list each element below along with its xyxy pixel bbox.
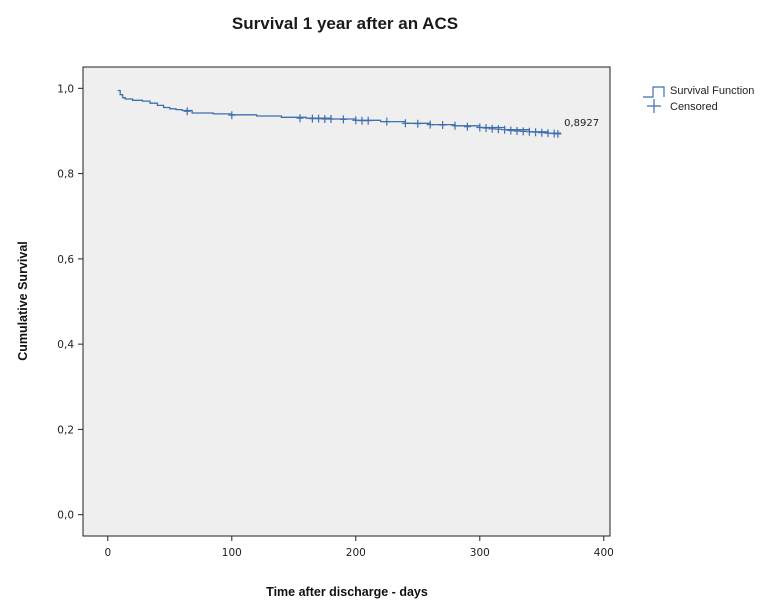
censored-marker bbox=[401, 119, 409, 128]
censored-marker bbox=[463, 122, 471, 131]
x-tick-label: 0 bbox=[104, 547, 111, 559]
censored-marker bbox=[554, 129, 562, 138]
y-tick-label: 0,4 bbox=[57, 339, 74, 351]
censored-marker bbox=[426, 120, 434, 129]
series-layer bbox=[117, 89, 562, 138]
annotation-layer: 0,8927 bbox=[564, 118, 599, 129]
censored-marker bbox=[482, 124, 490, 132]
censored-marker bbox=[451, 121, 459, 130]
censored-marker bbox=[327, 115, 335, 123]
censored-marker bbox=[308, 114, 316, 123]
legend-censored-swatch bbox=[647, 99, 661, 113]
legend: Survival Function Censored bbox=[643, 85, 754, 113]
legend-censored-label: Censored bbox=[670, 101, 718, 113]
censored-marker bbox=[383, 117, 391, 126]
chart-title: Survival 1 year after an ACS bbox=[231, 14, 459, 33]
y-tick-label: 0,2 bbox=[57, 424, 74, 436]
x-tick-label: 200 bbox=[346, 547, 366, 559]
x-tick-label: 100 bbox=[222, 547, 242, 559]
censored-marker bbox=[476, 123, 484, 132]
end-value-annotation: 0,8927 bbox=[564, 118, 599, 129]
y-tick-label: 0,6 bbox=[57, 254, 74, 266]
censored-marker bbox=[228, 111, 236, 120]
censored-marker bbox=[352, 116, 360, 125]
plot-area bbox=[82, 66, 611, 537]
legend-survival-label: Survival Function bbox=[670, 85, 754, 97]
censored-marker bbox=[296, 114, 304, 123]
censored-marker bbox=[513, 127, 521, 135]
censored-marker bbox=[364, 116, 372, 125]
legend-survival-swatch bbox=[643, 86, 665, 98]
censored-marker bbox=[501, 125, 509, 134]
y-tick-label: 1,0 bbox=[57, 83, 74, 95]
censored-marker bbox=[538, 128, 546, 137]
censored-marker bbox=[315, 114, 323, 123]
censored-marker bbox=[494, 125, 502, 134]
censored-marker bbox=[183, 107, 191, 116]
censored-marker bbox=[519, 127, 527, 136]
censored-marker bbox=[339, 115, 347, 124]
x-tick-label: 400 bbox=[594, 547, 614, 559]
x-axis-label: Time after discharge - days bbox=[266, 585, 428, 599]
x-axis: 0 100 200 300 400 bbox=[104, 536, 614, 559]
censored-marker bbox=[544, 129, 552, 138]
censored-marker bbox=[507, 126, 515, 135]
censored-marker bbox=[321, 115, 329, 123]
censored-marker bbox=[358, 116, 366, 125]
y-axis-label: Cumulative Survival bbox=[16, 241, 30, 361]
y-axis: 0,0 0,2 0,4 0,6 0,8 1,0 bbox=[57, 83, 83, 522]
censored-marker bbox=[488, 124, 496, 133]
y-tick-label: 0,8 bbox=[57, 169, 74, 181]
censored-marker bbox=[532, 128, 540, 137]
x-tick-label: 300 bbox=[470, 547, 490, 559]
censored-marker bbox=[414, 119, 422, 128]
censored-marker bbox=[525, 127, 533, 136]
censored-marker bbox=[439, 121, 447, 129]
y-tick-label: 0,0 bbox=[57, 510, 74, 522]
